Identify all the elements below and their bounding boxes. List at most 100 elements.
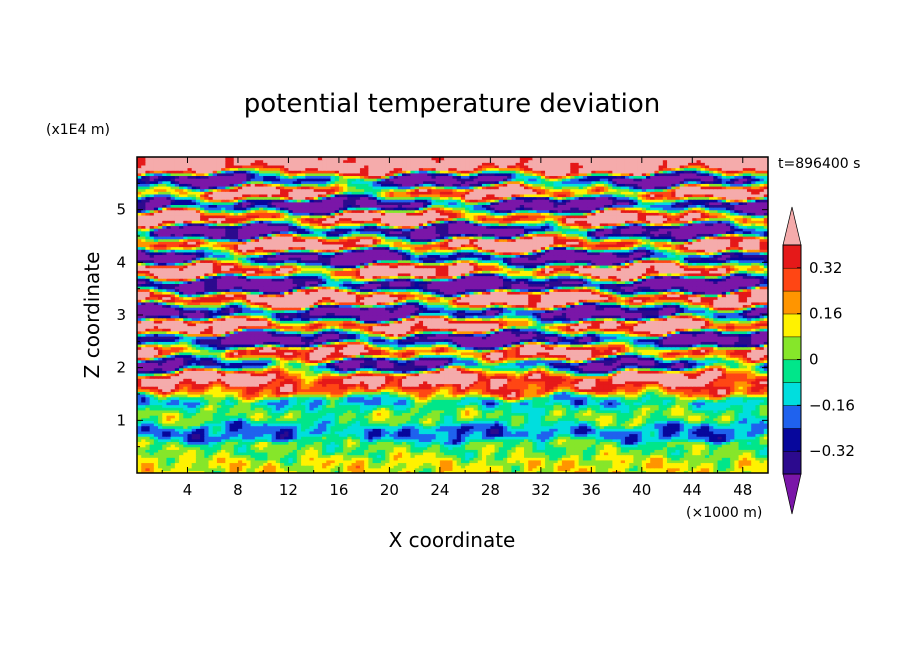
contour-cell: [738, 470, 744, 473]
contour-cell: [477, 428, 483, 432]
contour-cell: [498, 457, 504, 461]
contour-cell: [250, 454, 256, 458]
contour-cell: [667, 438, 672, 442]
contour-cell: [616, 401, 622, 406]
contour-cell: [641, 433, 647, 437]
contour-cell: [364, 420, 369, 424]
contour-cell: [183, 433, 189, 437]
contour-cell: [229, 401, 235, 406]
contour-cell: [195, 399, 201, 403]
contour-cell: [477, 457, 483, 461]
contour-cell: [502, 462, 508, 466]
contour-cell: [225, 451, 231, 456]
contour-cell: [246, 436, 252, 440]
contour-cell: [641, 467, 647, 471]
contour-cell: [763, 425, 768, 429]
contour-cell: [452, 430, 458, 435]
contour-cell: [528, 465, 534, 469]
contour-cell: [145, 462, 151, 466]
contour-cell: [288, 417, 294, 421]
contour-cell: [545, 462, 550, 466]
contour-cell: [288, 438, 294, 442]
contour-cell: [275, 459, 281, 464]
contour-cell: [557, 409, 563, 414]
contour-cell: [406, 459, 412, 464]
contour-cell: [187, 449, 193, 453]
contour-cell: [317, 412, 323, 416]
contour-cell: [258, 446, 264, 450]
contour-cell: [738, 441, 744, 445]
contour-cell: [721, 425, 727, 429]
contour-cell: [280, 433, 285, 437]
contour-cell: [158, 412, 163, 416]
contour-cell: [397, 459, 403, 464]
contour-cell: [721, 438, 727, 442]
contour-cell: [473, 438, 479, 442]
contour-cell: [709, 451, 714, 456]
contour-cell: [595, 422, 601, 427]
contour-cell: [725, 465, 731, 469]
contour-cell: [250, 430, 256, 435]
contour-cell: [545, 441, 550, 445]
contour-cell: [650, 422, 656, 427]
contour-cell: [368, 467, 374, 471]
contour-cell: [654, 412, 660, 416]
contour-cell: [658, 425, 664, 429]
contour-cell: [452, 444, 458, 448]
contour-cell: [612, 444, 618, 448]
contour-cell: [195, 470, 201, 473]
contour-cell: [376, 444, 382, 448]
contour-cell: [629, 404, 634, 408]
contour-cell: [137, 451, 142, 456]
contour-cell: [465, 407, 470, 411]
contour-cell: [570, 441, 576, 445]
contour-cell: [372, 401, 378, 406]
contour-cell: [368, 430, 374, 435]
contour-cell: [481, 470, 487, 473]
contour-cell: [460, 470, 466, 473]
contour-cell: [229, 396, 235, 400]
contour-cell: [343, 430, 348, 435]
contour-cell: [658, 446, 664, 450]
contour-cell: [326, 459, 332, 464]
contour-cell: [759, 420, 765, 424]
contour-cell: [364, 422, 369, 427]
contour-cell: [603, 396, 609, 400]
contour-cell: [477, 412, 483, 416]
contour-cell: [145, 407, 151, 411]
contour-cell: [212, 422, 218, 427]
contour-cell: [553, 438, 559, 442]
contour-cell: [700, 399, 706, 403]
contour-cell: [397, 470, 403, 473]
contour-cell: [532, 417, 538, 421]
contour-cell: [469, 462, 475, 466]
contour-cell: [725, 404, 731, 408]
contour-cell: [629, 412, 634, 416]
contour-cell: [608, 399, 613, 403]
contour-cell: [162, 436, 168, 440]
contour-cell: [427, 430, 433, 435]
contour-cell: [292, 467, 298, 471]
contour-cell: [704, 412, 710, 416]
contour-cell: [624, 451, 630, 456]
contour-cell: [549, 438, 555, 442]
contour-cell: [423, 404, 428, 408]
contour-cell: [246, 425, 252, 429]
contour-cell: [532, 457, 538, 461]
contour-cell: [162, 417, 168, 421]
contour-cell: [145, 467, 151, 471]
contour-cell: [162, 457, 168, 461]
contour-cell: [216, 399, 222, 403]
contour-cell: [380, 430, 386, 435]
contour-cell: [343, 436, 348, 440]
contour-cell: [755, 428, 761, 432]
contour-cell: [267, 459, 273, 464]
contour-cell: [183, 438, 189, 442]
contour-cell: [423, 428, 428, 432]
contour-cell: [662, 433, 668, 437]
contour-cell: [671, 404, 677, 408]
contour-cell: [233, 420, 239, 424]
contour-cell: [730, 428, 735, 432]
contour-cell: [633, 404, 639, 408]
contour-cell: [465, 415, 470, 419]
